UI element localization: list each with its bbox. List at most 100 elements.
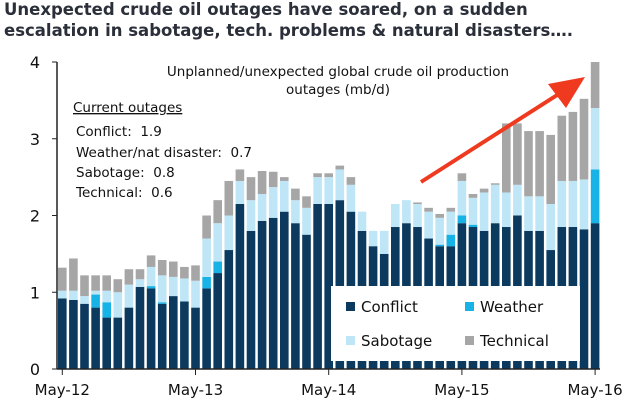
- current-outage-sabotage: Sabotage: 0.8: [76, 165, 175, 181]
- bar-sabotage: [357, 211, 367, 231]
- chart-title-line2: escalation in sabotage, tech. problems &…: [4, 21, 574, 40]
- bar-sabotage: [69, 290, 78, 300]
- bar-sabotage: [157, 275, 167, 303]
- bar-technical: [557, 115, 567, 181]
- y-tick-label: 1: [30, 283, 40, 302]
- bar-sabotage: [268, 187, 278, 218]
- legend-swatch-weather: [465, 302, 474, 311]
- bar-sabotage: [202, 238, 211, 277]
- bar-sabotage: [146, 266, 156, 287]
- bar-conflict: [102, 317, 111, 369]
- bar-sabotage: [468, 197, 478, 225]
- bar-technical: [135, 269, 145, 280]
- bar-conflict: [91, 307, 100, 369]
- bar-sabotage: [513, 184, 522, 216]
- bar-sabotage: [335, 169, 345, 201]
- bar-conflict: [302, 234, 311, 369]
- bar-technical: [579, 98, 589, 180]
- current-outage-conflict: Conflict: 1.9: [76, 124, 162, 140]
- bar-sabotage: [568, 180, 578, 228]
- bar-sabotage: [391, 203, 400, 228]
- bar-technical: [280, 177, 289, 181]
- bar-sabotage: [413, 203, 422, 228]
- bar-weather: [146, 286, 156, 289]
- bar-technical: [235, 169, 245, 181]
- current-outage-technical: Technical: 0.6: [75, 185, 173, 201]
- y-tick-label: 2: [30, 207, 40, 226]
- bar-technical: [169, 261, 178, 277]
- bar-conflict: [590, 223, 600, 369]
- bar-sabotage: [457, 180, 467, 216]
- bar-conflict: [146, 288, 156, 369]
- y-tick-label: 3: [30, 130, 40, 149]
- chart-subtitle-line1: Unplanned/unexpected global crude oil pr…: [167, 64, 509, 80]
- bar-technical: [213, 200, 222, 224]
- current-outages-heading: Current outages: [73, 100, 182, 116]
- bar-weather: [157, 302, 167, 304]
- bar-conflict: [135, 286, 145, 369]
- bar-weather: [590, 169, 600, 224]
- bar-technical: [335, 165, 345, 170]
- bar-technical: [324, 173, 333, 178]
- bar-technical: [91, 275, 100, 291]
- bar-technical: [257, 170, 267, 195]
- x-tick-label: May-15: [434, 381, 489, 399]
- bar-sabotage: [402, 200, 411, 224]
- bar-conflict: [113, 317, 123, 369]
- bar-technical: [146, 255, 156, 267]
- bar-sabotage: [368, 230, 378, 247]
- bar-sabotage: [302, 207, 311, 235]
- bar-sabotage: [424, 211, 433, 239]
- bar-technical: [457, 173, 467, 181]
- x-tick-label: May-13: [168, 381, 223, 399]
- bar-conflict: [169, 296, 178, 369]
- bar-sabotage: [91, 290, 100, 295]
- bar-weather: [91, 294, 100, 308]
- bar-conflict: [291, 223, 300, 369]
- legend: Conflict Weather Sabotage Technical: [331, 286, 580, 361]
- bar-technical: [313, 173, 322, 178]
- bar-technical: [124, 269, 134, 285]
- bar-weather: [457, 215, 467, 224]
- bar-sabotage: [113, 292, 123, 318]
- bar-conflict: [157, 303, 167, 369]
- bar-sabotage: [435, 217, 444, 245]
- y-tick-label: 4: [30, 53, 40, 72]
- bar-conflict: [257, 220, 267, 369]
- bar-sabotage: [58, 290, 67, 299]
- bar-sabotage: [479, 192, 489, 231]
- bar-weather: [468, 224, 478, 228]
- bar-technical: [246, 177, 256, 201]
- bar-conflict: [313, 203, 322, 369]
- legend-swatch-technical: [465, 336, 474, 345]
- bar-technical: [424, 207, 433, 212]
- legend-swatch-conflict: [346, 302, 355, 311]
- bar-sabotage: [346, 184, 356, 212]
- x-tick-label: May-16: [567, 381, 622, 399]
- bar-conflict: [324, 203, 333, 369]
- bar-sabotage: [180, 278, 189, 302]
- bar-conflict: [268, 217, 278, 369]
- bar-sabotage: [280, 180, 289, 212]
- bar-sabotage: [313, 177, 322, 204]
- bar-technical: [502, 123, 511, 193]
- bar-conflict: [58, 298, 67, 369]
- bar-technical: [291, 188, 300, 201]
- bar-technical: [446, 207, 456, 212]
- bar-technical: [479, 188, 489, 193]
- y-tick-label: 0: [30, 360, 40, 379]
- bar-sabotage: [124, 284, 134, 308]
- bar-technical: [224, 180, 234, 216]
- bar-sabotage: [446, 211, 456, 235]
- legend-swatch-sabotage: [346, 336, 355, 345]
- bar-conflict: [280, 211, 289, 369]
- legend-label-technical: Technical: [479, 332, 549, 350]
- bar-sabotage: [246, 200, 256, 231]
- chart-title-line1: Unexpected crude oil outages have soared…: [4, 0, 528, 19]
- bar-sabotage: [80, 296, 89, 304]
- bar-sabotage: [257, 194, 267, 221]
- bar-sabotage: [490, 184, 500, 224]
- bar-sabotage: [291, 200, 300, 224]
- bar-technical: [102, 275, 111, 291]
